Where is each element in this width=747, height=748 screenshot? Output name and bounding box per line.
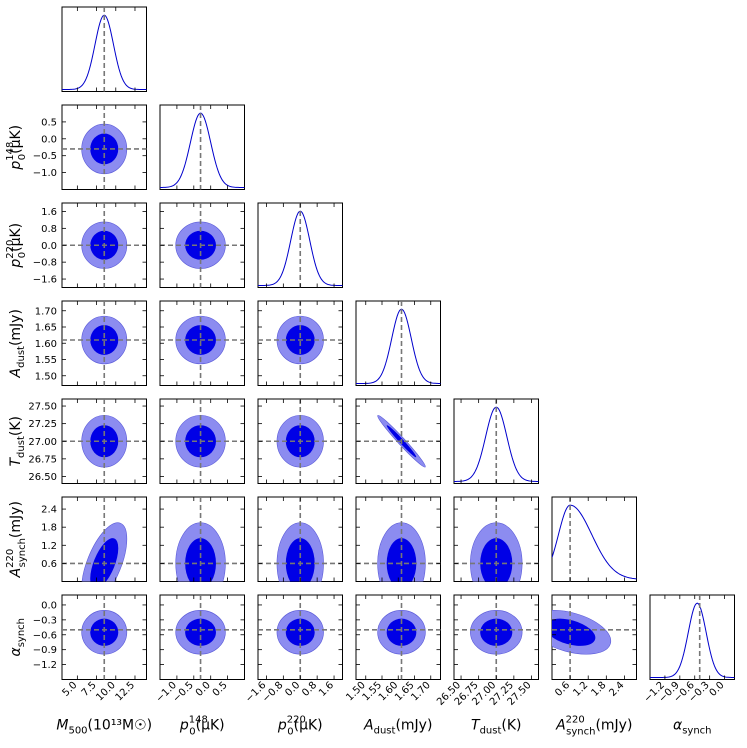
panel-frame <box>355 300 441 386</box>
x-tick-label: 10.0 <box>94 680 118 704</box>
panel-Tdust-vs-M500: 26.50 26.75 27.00 27.25 27.50 <box>28 398 147 484</box>
y-tick-label: 0.0 <box>41 600 57 611</box>
x-tick-label: 1.2 <box>571 680 590 699</box>
posterior-curve-Async <box>552 504 637 580</box>
y-axis-label-p148: p1480(μK) <box>5 125 28 171</box>
y-tick-label: −0.9 <box>33 645 57 656</box>
x-axis-label-Adust: Adust(mJy) <box>363 718 432 737</box>
y-tick-label: −0.8 <box>33 258 57 269</box>
y-tick-label: 0.5 <box>41 117 57 128</box>
contour-68 <box>480 618 513 646</box>
y-tick-label: 1.8 <box>41 523 57 534</box>
contour-68 <box>386 618 417 646</box>
diag-panel-Tdust <box>453 398 539 484</box>
y-tick-label: 26.75 <box>28 454 57 465</box>
diag-panel-Adust <box>355 300 441 386</box>
x-tick-label: 0.8 <box>300 680 319 699</box>
contour-68 <box>552 618 596 646</box>
panel-Async-vs-Adust <box>355 496 441 582</box>
y-tick-label: 1.70 <box>35 306 57 317</box>
posterior-curve-p148 <box>160 112 245 188</box>
panel-Async-vs-p220 <box>257 496 343 582</box>
y-axis-label-Tdust: Tdust(K) <box>8 416 27 467</box>
x-axis-label-p148: p148 0(μK) <box>179 715 225 738</box>
x-axis-label-p220: p220 0(μK) <box>277 715 323 738</box>
y-tick-label: −1.2 <box>33 660 57 671</box>
panel-Async-vs-M500: 0.6 1.2 1.8 2.4 <box>41 496 147 582</box>
y-tick-label: 26.50 <box>28 472 57 483</box>
y-axis-label-Adust: Adust(mJy) <box>8 309 27 378</box>
x-tick-label: 2.4 <box>608 680 627 699</box>
panel-p220-vs-M500: −1.6 −0.8 0.0 0.8 1.6 <box>33 202 147 288</box>
panel-frame <box>649 594 735 680</box>
y-tick-label: 0.0 <box>41 134 57 145</box>
panel-Async-vs-p148 <box>159 496 245 582</box>
panel-Tdust-vs-Adust <box>355 398 441 484</box>
y-tick-label: 27.25 <box>28 419 57 430</box>
y-axis-label-alpha: αsynch <box>8 618 27 657</box>
panel-Async-vs-Tdust <box>453 496 539 582</box>
y-tick-label: −0.6 <box>33 630 57 641</box>
y-tick-label: 1.50 <box>35 371 57 382</box>
posterior-curve-Adust <box>356 308 441 384</box>
x-tick-label: 1.70 <box>409 680 433 704</box>
x-axis-label-Async: A220 synch(mJy) <box>555 715 632 738</box>
diag-panel-alpha: −1.2−0.9−0.6−0.30.0 <box>642 594 735 705</box>
diag-panel-p148 <box>159 104 245 190</box>
y-tick-label: −0.3 <box>33 615 57 626</box>
y-tick-label: 1.60 <box>35 339 57 350</box>
y-axis-label-Async: A220synch(mJy) <box>5 501 28 578</box>
y-tick-label: 1.2 <box>41 541 57 552</box>
contour-68 <box>185 618 216 646</box>
panel-Tdust-vs-p148 <box>159 398 245 484</box>
panel-p220-vs-p148 <box>159 202 245 288</box>
contour-68 <box>90 618 119 646</box>
x-tick-label: 1.6 <box>317 680 336 699</box>
y-tick-label: 0.6 <box>41 559 57 570</box>
panel-Adust-vs-M500: 1.50 1.55 1.60 1.65 1.70 <box>35 300 147 386</box>
panel-alpha-vs-M500: −1.2−0.9−0.6−0.30.05.0 7.510.012.5 <box>33 594 147 704</box>
x-tick-label: 0.5 <box>211 680 230 699</box>
x-tick-label: 1.8 <box>589 680 608 699</box>
y-tick-label: 1.6 <box>41 207 57 218</box>
y-tick-label: 1.55 <box>35 355 57 366</box>
x-axis-label-Tdust: Tdust(K) <box>471 718 522 737</box>
x-axis-label-M500: M500(10¹³M☉) <box>56 718 152 737</box>
y-tick-label: 0.0 <box>41 241 57 252</box>
y-tick-label: 27.00 <box>28 437 57 448</box>
contour-68 <box>285 618 315 646</box>
y-tick-label: 27.50 <box>28 402 57 413</box>
panel-frame <box>159 104 245 190</box>
x-axis-label-alpha: αsynch <box>673 718 712 737</box>
panel-alpha-vs-Async: 0.6 1.2 1.8 2.4 <box>551 594 637 699</box>
diag-panel-p220 <box>257 202 343 288</box>
posterior-curve-alpha <box>650 602 735 678</box>
x-tick-label: 0.0 <box>283 680 302 699</box>
x-tick-label: 5.0 <box>60 680 79 699</box>
diag-panel-Async <box>551 496 637 582</box>
panel-Adust-vs-p220 <box>257 300 343 386</box>
panel-p148-vs-M500: −1.0 −0.5 0.0 0.5 <box>33 104 147 190</box>
x-tick-label: 0.6 <box>553 680 572 699</box>
x-tick-label: 12.5 <box>114 680 138 704</box>
x-tick-label: 0.0 <box>194 680 213 699</box>
y-tick-label: −1.0 <box>33 168 57 179</box>
y-tick-label: −0.5 <box>33 151 57 162</box>
y-tick-label: 0.8 <box>41 224 57 235</box>
y-tick-label: 1.65 <box>35 323 57 334</box>
diag-panel-M500 <box>61 6 147 92</box>
panel-Tdust-vs-p220 <box>257 398 343 484</box>
panel-alpha-vs-Adust: 1.501.551.601.651.70 <box>344 594 441 704</box>
panel-alpha-vs-p220: −1.6−0.80.00.81.6 <box>244 594 343 705</box>
y-tick-label: −1.6 <box>33 275 57 286</box>
panel-Adust-vs-p148 <box>159 300 245 386</box>
x-tick-label: 0.0 <box>708 680 727 699</box>
y-axis-label-p220: p2200(μK) <box>5 223 28 269</box>
y-tick-label: 2.4 <box>41 505 57 516</box>
panel-alpha-vs-p148: −1.0−0.50.00.5 <box>154 594 245 705</box>
